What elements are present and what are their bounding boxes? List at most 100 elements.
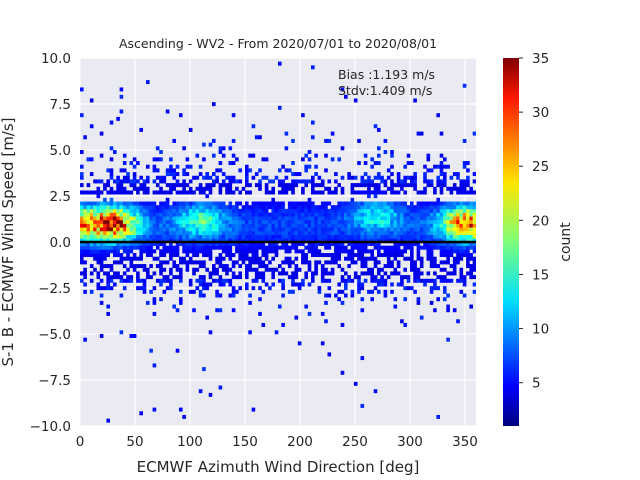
heatmap-cell	[93, 205, 97, 210]
heatmap-cell	[119, 212, 124, 217]
heatmap-cell	[456, 256, 460, 261]
heatmap-cell	[198, 282, 203, 287]
heatmap-cell	[370, 242, 374, 246]
heatmap-cell	[396, 249, 401, 254]
heatmap-cell	[212, 242, 216, 246]
heatmap-cell	[225, 216, 229, 221]
heatmap-cell	[311, 135, 315, 140]
heatmap-cell	[403, 201, 407, 206]
heatmap-cell	[162, 249, 167, 254]
heatmap-cell	[172, 249, 176, 254]
heatmap-cell	[159, 230, 163, 235]
x-tick-label: 100	[177, 434, 203, 450]
heatmap-cell	[472, 282, 476, 287]
heatmap-cell	[416, 208, 421, 213]
heatmap-cell	[235, 230, 239, 235]
heatmap-cell	[429, 223, 434, 228]
heatmap-cell	[86, 253, 91, 258]
heatmap-cell	[146, 238, 150, 243]
heatmap-cell	[287, 208, 292, 213]
heatmap-cell	[330, 219, 335, 224]
heatmap-cell	[287, 219, 292, 224]
heatmap-cell	[439, 219, 444, 224]
heatmap-cell	[466, 245, 470, 250]
heatmap-cell	[202, 157, 206, 162]
heatmap-cell	[459, 278, 464, 283]
heatmap-cell	[251, 407, 256, 412]
heatmap-cell	[132, 205, 137, 210]
heatmap-cell	[231, 161, 236, 166]
heatmap-cell	[360, 190, 365, 195]
heatmap-cell	[462, 282, 467, 287]
heatmap-cell	[264, 267, 269, 272]
heatmap-cell	[370, 157, 374, 162]
heatmap-cell	[113, 216, 117, 221]
heatmap-cell	[188, 230, 193, 235]
heatmap-cell	[215, 308, 219, 313]
heatmap-cell	[410, 219, 414, 224]
heatmap-cell	[373, 175, 378, 180]
heatmap-cell	[320, 264, 325, 269]
heatmap-cell	[188, 234, 193, 239]
heatmap-cell	[212, 212, 216, 217]
heatmap-cell	[228, 186, 233, 191]
heatmap-cell	[80, 238, 84, 243]
heatmap-cell	[231, 113, 236, 118]
heatmap-cell	[406, 219, 411, 224]
heatmap-cell	[452, 260, 457, 265]
heatmap-cell	[149, 212, 153, 217]
heatmap-cell	[80, 271, 84, 276]
heatmap-cell	[466, 212, 470, 217]
heatmap-cell	[274, 219, 279, 224]
heatmap-cell	[182, 212, 186, 217]
heatmap-cell	[245, 230, 249, 235]
heatmap-cell	[314, 190, 318, 195]
heatmap-cell	[311, 275, 315, 280]
heatmap-cell	[383, 282, 388, 287]
heatmap-cell	[146, 230, 150, 235]
heatmap-cell	[294, 264, 299, 269]
heatmap-cell	[103, 245, 107, 250]
heatmap-cell	[419, 234, 424, 239]
heatmap-cell	[235, 216, 239, 221]
heatmap-cell	[456, 245, 460, 250]
heatmap-cell	[258, 186, 262, 191]
heatmap-cell	[215, 179, 219, 184]
heatmap-cell	[212, 271, 216, 276]
heatmap-cell	[142, 223, 147, 228]
heatmap-cell	[383, 201, 388, 206]
heatmap-cell	[159, 212, 163, 217]
heatmap-cell	[93, 201, 97, 206]
heatmap-cell	[212, 278, 216, 283]
heatmap-cell	[383, 230, 388, 235]
heatmap-cell	[241, 245, 246, 250]
heatmap-cell	[149, 348, 153, 353]
y-tick-label: 0.0	[50, 235, 71, 251]
heatmap-cell	[472, 264, 476, 269]
heatmap-cell	[466, 190, 470, 195]
heatmap-cell	[113, 282, 117, 287]
heatmap-cell	[146, 186, 150, 191]
heatmap-cell	[363, 153, 368, 158]
heatmap-cell	[89, 289, 94, 294]
heatmap-cell	[416, 234, 421, 239]
heatmap-cell	[175, 253, 180, 258]
heatmap-cell	[231, 219, 236, 224]
heatmap-cell	[198, 219, 203, 224]
heatmap-cell	[274, 205, 279, 210]
heatmap-cell	[373, 194, 378, 199]
heatmap-cell	[113, 275, 117, 280]
heatmap-cell	[446, 219, 450, 224]
heatmap-cell	[99, 208, 104, 213]
heatmap-cell	[139, 278, 143, 283]
heatmap-cell	[436, 201, 440, 206]
heatmap-cell	[271, 227, 275, 232]
heatmap-cell	[466, 223, 470, 228]
heatmap-cell	[109, 172, 114, 177]
heatmap-cell	[162, 219, 167, 224]
heatmap-cell	[99, 293, 104, 298]
heatmap-cell	[146, 190, 150, 195]
heatmap-cell	[205, 238, 209, 243]
heatmap-cell	[287, 227, 292, 232]
heatmap-cell	[360, 282, 365, 287]
